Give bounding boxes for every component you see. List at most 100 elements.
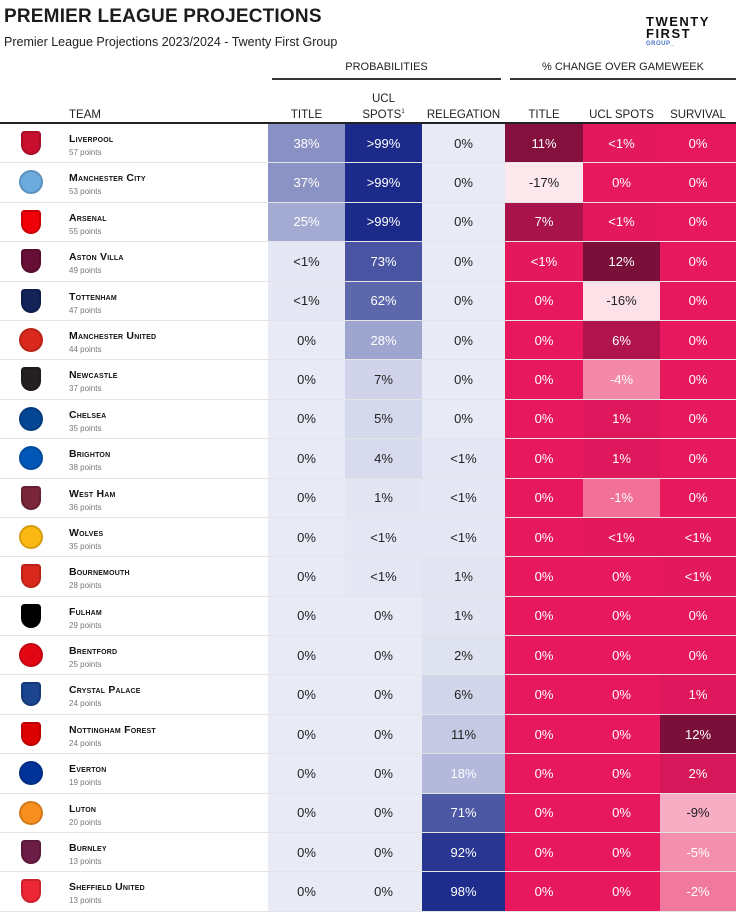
cell-ucl-spots: <1% (345, 557, 422, 596)
page-title: PREMIER LEAGUE PROJECTIONS (4, 6, 322, 27)
cell-change-ucl: 0% (583, 793, 660, 833)
cell-relegation: 0% (422, 399, 505, 439)
cell-change-title: 7% (505, 202, 583, 242)
table-row: Liverpool 57 points 38% >99% 0% 11% <1% 0% (0, 124, 736, 164)
cell-ucl-spots: 0% (345, 596, 422, 636)
cell-change-survival: 0% (660, 242, 736, 281)
cell-change-title: 0% (505, 557, 583, 596)
cell-ucl-spots: 73% (345, 242, 422, 281)
luton-crest-icon (19, 800, 43, 825)
cell-title: 0% (268, 675, 345, 714)
cell-change-survival: <1% (660, 517, 736, 557)
cell-change-ucl: -1% (583, 478, 660, 517)
cell-change-survival: 0% (660, 596, 736, 636)
cell-change-ucl: 1% (583, 439, 660, 478)
team-name: Chelsea (69, 408, 107, 421)
cell-change-ucl: 1% (583, 399, 660, 439)
cell-change-survival: 0% (660, 439, 736, 478)
cell-ucl-spots: 0% (345, 793, 422, 833)
cell-title: 0% (268, 360, 345, 399)
cell-change-survival: 0% (660, 124, 736, 163)
cell-change-survival: 0% (660, 399, 736, 439)
col-header-ucl-spots: UCL SPOTS1 (345, 86, 422, 122)
newcastle-crest-icon (21, 367, 41, 392)
cell-change-survival: 0% (660, 202, 736, 242)
cell-change-survival: -2% (660, 872, 736, 911)
cell-title: 0% (268, 596, 345, 636)
cell-ucl-spots: >99% (345, 202, 422, 242)
cell-change-survival: 0% (660, 320, 736, 360)
team-name: Luton (69, 802, 97, 815)
table-row: Everton 19 points 0% 0% 18% 0% 0% 2% (0, 754, 736, 794)
cell-relegation: 1% (422, 596, 505, 636)
cell-title: <1% (268, 242, 345, 281)
cell-ucl-spots: >99% (345, 163, 422, 202)
cell-relegation: 0% (422, 281, 505, 320)
man-city-crest-icon (19, 170, 43, 195)
team-points: 19 points (69, 778, 102, 788)
cell-ucl-spots: 7% (345, 360, 422, 399)
cell-title: 38% (268, 124, 345, 163)
team-name: Sheffield United (69, 881, 145, 894)
team-name: Brentford (69, 645, 118, 658)
team-points: 28 points (69, 581, 102, 591)
table-row: Crystal Palace 24 points 0% 0% 6% 0% 0% 1% (0, 675, 736, 715)
wolves-crest-icon (19, 524, 43, 549)
table-row: Wolves 35 points 0% <1% <1% 0% <1% <1% (0, 517, 736, 558)
cell-relegation: 92% (422, 833, 505, 872)
cell-ucl-spots: 4% (345, 439, 422, 478)
cell-relegation: 0% (422, 360, 505, 399)
team-points: 29 points (69, 620, 102, 630)
cell-title: <1% (268, 281, 345, 320)
cell-title: 0% (268, 478, 345, 517)
cell-title: 0% (268, 793, 345, 833)
cell-title: 0% (268, 714, 345, 754)
cell-change-survival: 0% (660, 281, 736, 320)
table-row: Bournemouth 28 points 0% <1% 1% 0% 0% <1% (0, 557, 736, 597)
cell-change-title: 0% (505, 714, 583, 754)
cell-change-survival: 0% (660, 478, 736, 517)
cell-change-ucl: <1% (583, 124, 660, 163)
cell-ucl-spots: 0% (345, 675, 422, 714)
cell-relegation: 1% (422, 557, 505, 596)
team-name: Arsenal (69, 211, 107, 224)
probabilities-group-header: PROBABILITIES (272, 60, 501, 80)
cell-title: 0% (268, 517, 345, 557)
team-points: 57 points (69, 148, 102, 157)
cell-ucl-spots: <1% (345, 517, 422, 557)
logo-line-2: FIRST (646, 26, 692, 41)
cell-relegation: 2% (422, 636, 505, 675)
cell-change-title: 0% (505, 281, 583, 320)
cell-change-ucl: 12% (583, 242, 660, 281)
cell-change-survival: -5% (660, 833, 736, 872)
col-header-ucl-top: UCL (371, 93, 395, 106)
cell-change-survival: 0% (660, 163, 736, 202)
team-name: Nottingham Forest (69, 723, 156, 736)
team-points: 47 points (69, 305, 102, 315)
burnley-crest-icon (21, 840, 41, 865)
team-points: 44 points (69, 344, 102, 354)
cell-change-title: 0% (505, 399, 583, 439)
aston-villa-crest-icon (21, 249, 41, 274)
cell-ucl-spots: 0% (345, 636, 422, 675)
cell-change-ucl: 0% (583, 675, 660, 714)
man-united-crest-icon (19, 327, 43, 352)
fulham-crest-icon (21, 603, 41, 628)
cell-change-ucl: 6% (583, 320, 660, 360)
team-points: 37 points (69, 384, 102, 394)
brighton-crest-icon (19, 446, 43, 471)
cell-change-title: 0% (505, 360, 583, 399)
cell-relegation: 71% (422, 793, 505, 833)
cell-change-ucl: 0% (583, 636, 660, 675)
team-points: 35 points (69, 423, 102, 433)
cell-title: 0% (268, 399, 345, 439)
sheffield-united-crest-icon (21, 879, 41, 904)
cell-relegation: 0% (422, 202, 505, 242)
table-row: Sheffield United 13 points 0% 0% 98% 0% 0% -2% (0, 872, 736, 912)
cell-change-title: 0% (505, 636, 583, 675)
table-row: Luton 20 points 0% 0% 71% 0% 0% -9% (0, 793, 736, 834)
table-row: Brentford 25 points 0% 0% 2% 0% 0% 0% (0, 636, 736, 676)
change-group-header: % CHANGE OVER GAMEWEEK (510, 60, 736, 80)
team-name: Manchester City (69, 172, 146, 185)
brentford-crest-icon (19, 643, 43, 668)
